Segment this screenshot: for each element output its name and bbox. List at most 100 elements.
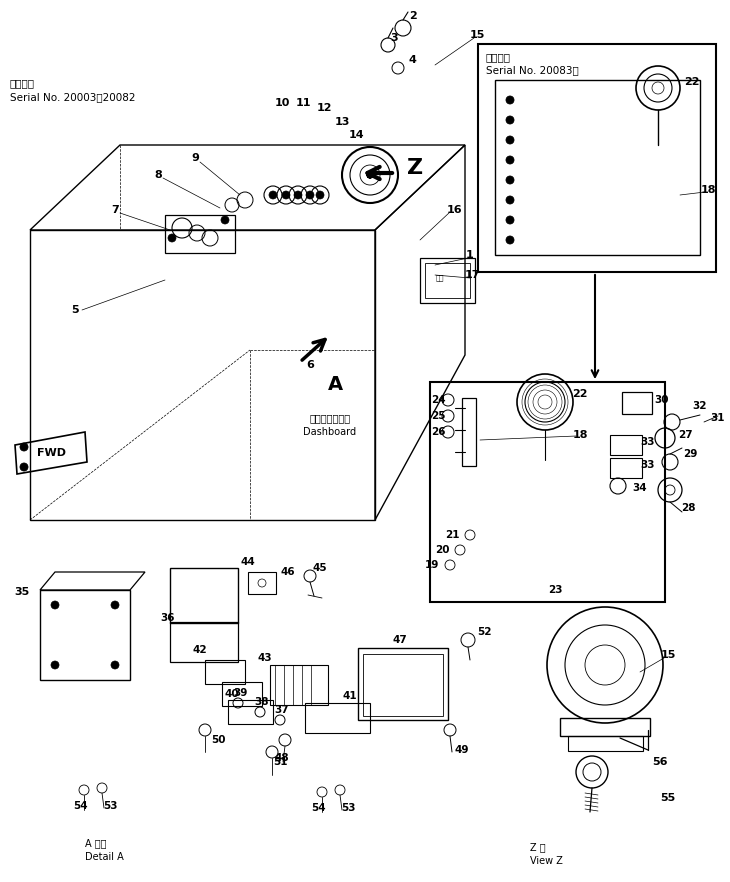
Text: Dashboard: Dashboard bbox=[304, 427, 356, 437]
Bar bbox=[228, 700, 273, 724]
Circle shape bbox=[294, 191, 302, 199]
Bar bbox=[478, 44, 716, 272]
Circle shape bbox=[367, 172, 373, 178]
Bar bbox=[248, 572, 276, 594]
Circle shape bbox=[367, 172, 373, 178]
Text: Serial No. 20003～20082: Serial No. 20003～20082 bbox=[10, 92, 136, 102]
Bar bbox=[568, 736, 643, 751]
Text: 3: 3 bbox=[391, 33, 398, 43]
Text: 46: 46 bbox=[281, 567, 296, 577]
Bar bbox=[170, 568, 238, 623]
Text: 15: 15 bbox=[469, 30, 485, 40]
Circle shape bbox=[506, 236, 514, 244]
Text: 34: 34 bbox=[633, 483, 648, 493]
Circle shape bbox=[51, 601, 59, 609]
Text: 27: 27 bbox=[677, 430, 692, 440]
Text: 48: 48 bbox=[274, 753, 289, 763]
Text: Z: Z bbox=[407, 158, 423, 178]
Bar bbox=[270, 665, 328, 705]
Text: 38: 38 bbox=[255, 697, 269, 707]
Circle shape bbox=[506, 216, 514, 224]
Text: 41: 41 bbox=[342, 691, 357, 701]
Text: A 詳細: A 詳細 bbox=[85, 838, 107, 848]
Text: Detail A: Detail A bbox=[85, 852, 124, 862]
Text: 4: 4 bbox=[408, 55, 416, 65]
Text: 22: 22 bbox=[572, 389, 588, 399]
Bar bbox=[170, 622, 238, 662]
Text: 14: 14 bbox=[349, 130, 365, 140]
Circle shape bbox=[506, 196, 514, 204]
Text: 29: 29 bbox=[683, 449, 697, 459]
Circle shape bbox=[111, 661, 119, 669]
Bar bbox=[462, 398, 476, 466]
Text: 15: 15 bbox=[661, 650, 676, 660]
Circle shape bbox=[367, 172, 373, 178]
Text: FWD: FWD bbox=[36, 448, 66, 458]
Text: ダッシュボード: ダッシュボード bbox=[310, 413, 350, 423]
Text: 43: 43 bbox=[258, 653, 272, 663]
Text: 22: 22 bbox=[684, 77, 700, 87]
Circle shape bbox=[367, 172, 373, 178]
Circle shape bbox=[367, 172, 373, 178]
Text: 53: 53 bbox=[103, 801, 118, 811]
Text: 56: 56 bbox=[652, 757, 668, 767]
Text: 33: 33 bbox=[641, 437, 656, 447]
Bar bbox=[622, 392, 652, 414]
Bar bbox=[363, 654, 443, 716]
Text: 13: 13 bbox=[334, 117, 350, 127]
Text: 10: 10 bbox=[274, 98, 290, 108]
Circle shape bbox=[367, 172, 373, 178]
Text: 53: 53 bbox=[341, 803, 356, 813]
Text: 12: 12 bbox=[316, 103, 331, 113]
Bar bbox=[420, 258, 475, 303]
Text: 18: 18 bbox=[572, 430, 588, 440]
Text: 31: 31 bbox=[711, 413, 725, 423]
Text: 18: 18 bbox=[700, 185, 715, 195]
Text: 11: 11 bbox=[295, 98, 311, 108]
Circle shape bbox=[168, 234, 176, 242]
Text: 6: 6 bbox=[306, 360, 314, 370]
Text: ﾔｲ: ﾔｲ bbox=[436, 274, 445, 281]
Circle shape bbox=[51, 661, 59, 669]
Text: 19: 19 bbox=[425, 560, 439, 570]
Bar bbox=[358, 648, 448, 720]
Text: 32: 32 bbox=[693, 401, 707, 411]
Text: 適用号機: 適用号機 bbox=[486, 52, 511, 62]
Bar bbox=[205, 660, 245, 684]
Circle shape bbox=[506, 96, 514, 104]
Text: 49: 49 bbox=[455, 745, 469, 755]
Text: Serial No. 20083～: Serial No. 20083～ bbox=[486, 65, 579, 75]
Text: 20: 20 bbox=[435, 545, 449, 555]
Circle shape bbox=[269, 191, 277, 199]
Bar bbox=[610, 458, 642, 478]
Text: 26: 26 bbox=[431, 427, 445, 437]
Text: View Z: View Z bbox=[530, 856, 563, 866]
Text: Z 視: Z 視 bbox=[530, 842, 545, 852]
Text: 23: 23 bbox=[548, 585, 562, 595]
Circle shape bbox=[316, 191, 324, 199]
Circle shape bbox=[306, 191, 314, 199]
Text: 8: 8 bbox=[154, 170, 162, 180]
Bar bbox=[165, 215, 235, 253]
Text: 30: 30 bbox=[655, 395, 669, 405]
Text: 50: 50 bbox=[211, 735, 226, 745]
Circle shape bbox=[221, 216, 229, 224]
Circle shape bbox=[367, 172, 373, 178]
Circle shape bbox=[282, 191, 290, 199]
Text: 24: 24 bbox=[431, 395, 445, 405]
Circle shape bbox=[111, 601, 119, 609]
Circle shape bbox=[506, 116, 514, 124]
Text: 54: 54 bbox=[73, 801, 88, 811]
Circle shape bbox=[367, 172, 373, 178]
Text: 36: 36 bbox=[161, 613, 175, 623]
Text: 42: 42 bbox=[193, 645, 207, 655]
Bar bbox=[560, 718, 650, 736]
Text: 21: 21 bbox=[445, 530, 459, 540]
Text: 9: 9 bbox=[191, 153, 199, 163]
Bar bbox=[425, 263, 470, 298]
Text: A: A bbox=[328, 376, 342, 394]
Circle shape bbox=[367, 172, 373, 178]
Text: 37: 37 bbox=[274, 705, 289, 715]
Text: 45: 45 bbox=[312, 563, 327, 573]
Text: 47: 47 bbox=[393, 635, 407, 645]
